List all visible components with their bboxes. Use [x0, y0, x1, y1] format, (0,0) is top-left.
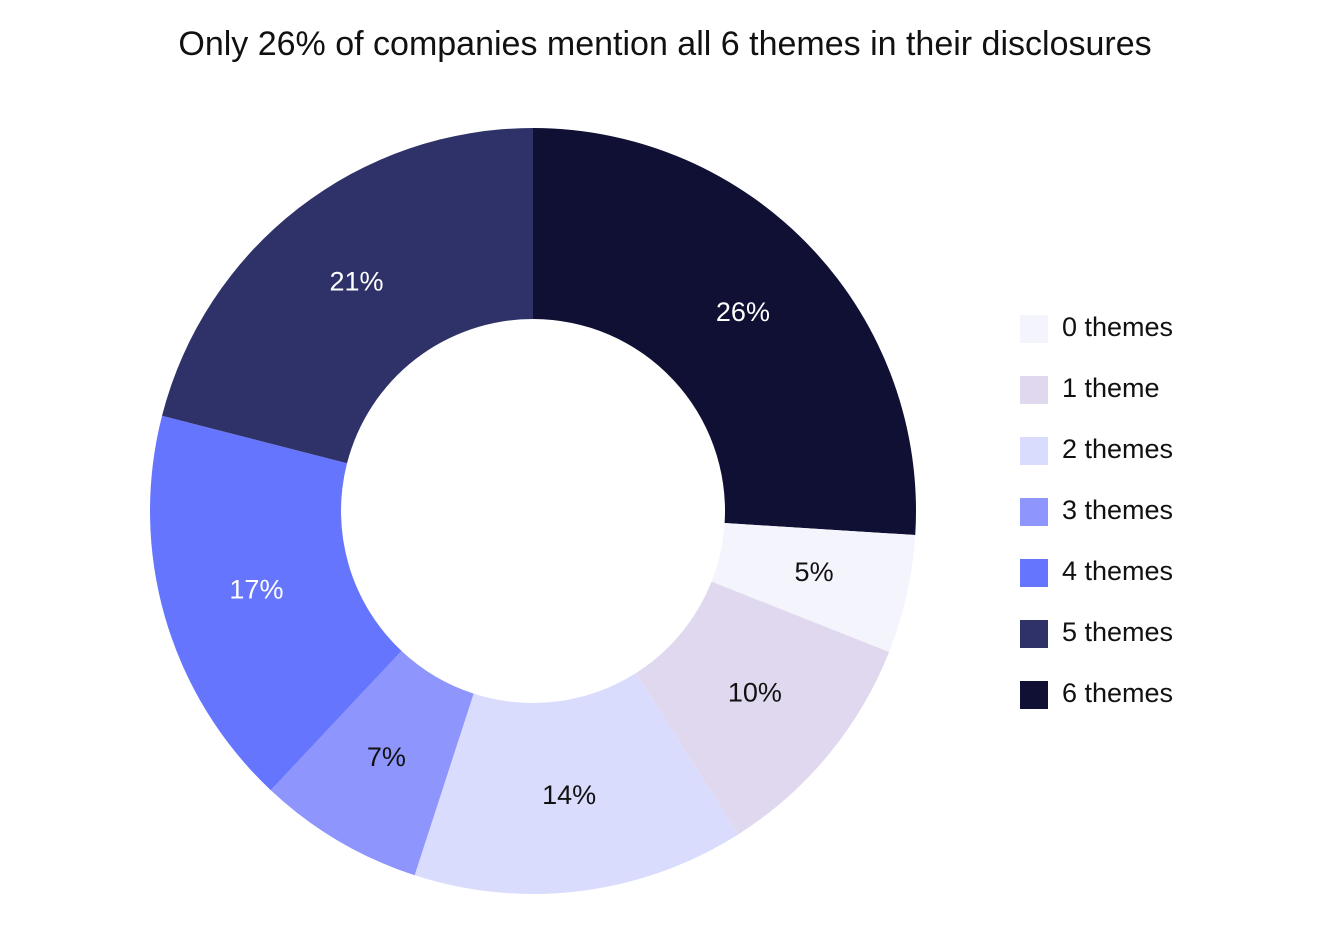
slice-label: 26% — [716, 297, 770, 327]
donut-slice — [150, 415, 402, 791]
legend-label: 6 themes — [1062, 678, 1173, 708]
legend-swatch — [1020, 498, 1048, 526]
legend-swatch — [1020, 681, 1048, 709]
donut-slice — [270, 650, 474, 876]
chart-title: Only 26% of companies mention all 6 them… — [178, 25, 1151, 63]
donut-slice — [414, 673, 739, 894]
donut-slice — [711, 523, 916, 652]
legend-label: 5 themes — [1062, 617, 1173, 647]
donut-slice — [533, 128, 917, 536]
legend-swatch — [1020, 620, 1048, 648]
donut-slice — [635, 581, 890, 835]
legend-swatch — [1020, 376, 1048, 404]
slice-label: 14% — [542, 780, 596, 810]
legend-label: 2 themes — [1062, 434, 1173, 464]
legend-label: 4 themes — [1062, 556, 1173, 586]
slice-label: 17% — [229, 574, 283, 604]
donut-slice — [162, 128, 533, 464]
legend-label: 0 themes — [1062, 312, 1173, 342]
slice-label: 10% — [728, 678, 782, 708]
legend-label: 3 themes — [1062, 495, 1173, 525]
slice-label: 21% — [329, 267, 383, 297]
legend-swatch — [1020, 315, 1048, 343]
legend-swatch — [1020, 559, 1048, 587]
legend-swatch — [1020, 437, 1048, 465]
slice-label: 5% — [795, 557, 834, 587]
legend-label: 1 theme — [1062, 373, 1160, 403]
slice-label: 7% — [367, 742, 406, 772]
